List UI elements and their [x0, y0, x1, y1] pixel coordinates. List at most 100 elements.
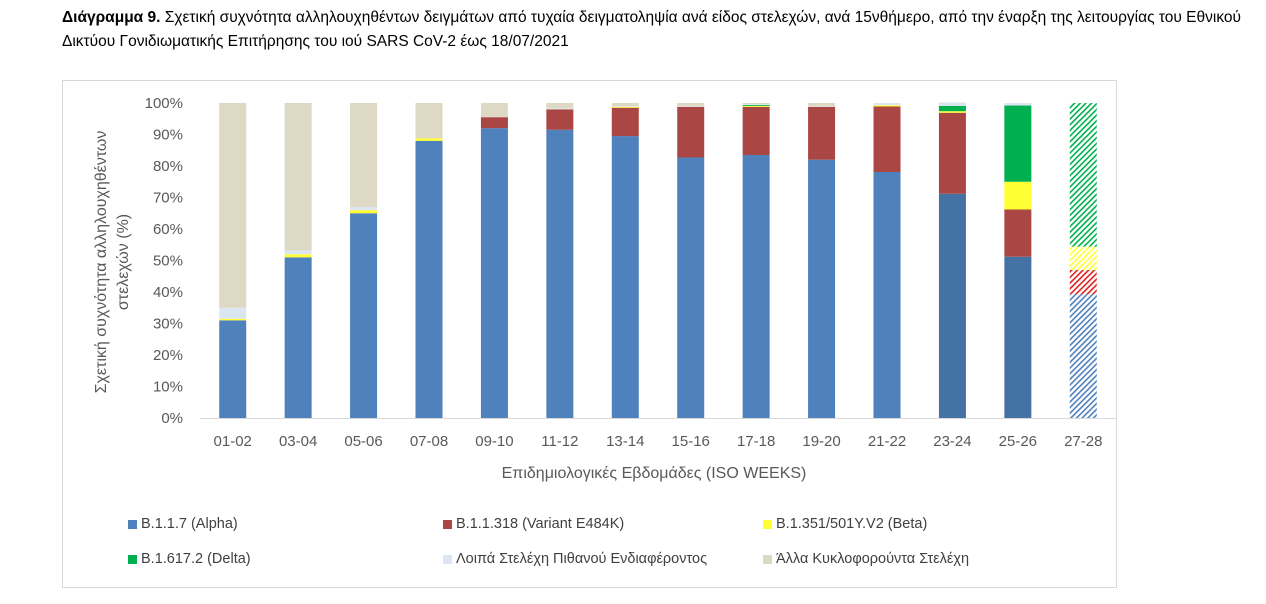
bar-segment	[873, 103, 901, 106]
y-tick-label: 40%	[153, 284, 183, 301]
y-tick-label: 60%	[153, 221, 183, 238]
x-tick-label: 03-04	[279, 433, 317, 450]
bar-segment	[284, 103, 312, 251]
chart-frame	[62, 80, 1117, 588]
bar-segment	[873, 106, 901, 172]
x-tick-label: 07-08	[410, 433, 448, 450]
x-tick-label: 23-24	[933, 433, 971, 450]
x-tick-label: 13-14	[606, 433, 644, 450]
x-tick-label: 21-22	[868, 433, 906, 450]
bar-segment	[1069, 294, 1097, 418]
x-tick-label: 09-10	[475, 433, 513, 450]
bar-segment	[284, 254, 312, 258]
legend-swatch	[443, 554, 452, 564]
bar-segment	[742, 105, 770, 107]
bar-segment	[284, 257, 312, 418]
bar-segment	[1069, 269, 1097, 295]
legend-label: B.1.1.7 (Alpha)	[141, 516, 238, 532]
y-tick-label: 90%	[153, 127, 183, 144]
x-tick-label: 27-28	[1064, 433, 1102, 450]
bar-segment	[808, 103, 836, 107]
legend-item: Άλλα Κυκλοφορούντα Στελέχη	[763, 551, 969, 567]
legend-swatch	[128, 554, 137, 564]
bar-segment	[480, 128, 508, 418]
bar-segment	[219, 103, 247, 308]
bar-segment	[1004, 209, 1032, 257]
bar-segment	[611, 107, 639, 137]
bar-segment	[611, 106, 639, 107]
title-text: Σχετική συχνότητα αλληλουχηθέντων δειγμά…	[62, 9, 1241, 50]
legend-item: B.1.1.7 (Alpha)	[128, 516, 238, 532]
bar-segment	[938, 193, 966, 418]
bar-segment	[742, 106, 770, 155]
x-tick-label: 17-18	[737, 433, 775, 450]
bar-segment	[415, 138, 443, 141]
bar-segment	[808, 106, 836, 107]
bar-segment	[938, 102, 966, 106]
bar-segment	[1069, 103, 1097, 247]
y-tick-label: 20%	[153, 347, 183, 364]
legend-swatch	[128, 519, 137, 529]
bar-segment	[350, 213, 378, 418]
y-axis-title: Σχετική συχνότητα αλληλουχηθέντων	[93, 131, 110, 394]
y-axis-title: στελεχών (%)	[115, 214, 132, 310]
bar-segment	[415, 140, 443, 419]
bar-segment	[677, 103, 705, 107]
bar-segment	[219, 320, 247, 418]
bar-segment	[611, 136, 639, 418]
y-tick-label: 50%	[153, 253, 183, 270]
bar-segment	[1069, 246, 1097, 270]
bar-segment	[611, 106, 639, 108]
legend-item: Λοιπά Στελέχη Πιθανού Ενδιαφέροντος	[443, 551, 707, 567]
bar-segment	[938, 105, 966, 112]
x-tick-label: 01-02	[214, 433, 252, 450]
bar-segment	[873, 171, 901, 418]
bar-segment	[742, 103, 770, 105]
legend-label: Άλλα Κυκλοφορούντα Στελέχη	[776, 551, 970, 567]
title-label: Διάγραμμα 9.	[62, 9, 161, 26]
bar-segment	[1004, 256, 1032, 418]
bar-segment	[742, 104, 770, 105]
x-tick-label: 15-16	[672, 433, 710, 450]
legend-label: B.1.1.318 (Variant E484K)	[456, 516, 625, 532]
legend-item: B.1.617.2 (Delta)	[128, 551, 251, 567]
y-tick-label: 70%	[153, 190, 183, 207]
bar-segment	[873, 105, 901, 107]
bar-segment	[742, 104, 770, 106]
bar-segment	[938, 111, 966, 113]
legend-label: Λοιπά Στελέχη Πιθανού Ενδιαφέροντος	[456, 551, 708, 567]
legend-label: B.1.351/501Y.V2 (Beta)	[776, 516, 928, 532]
x-tick-label: 19-20	[802, 433, 840, 450]
y-tick-label: 80%	[153, 158, 183, 175]
legend-label: B.1.617.2 (Delta)	[141, 551, 251, 567]
bar-segment	[677, 106, 705, 107]
bar-segment	[1004, 181, 1032, 210]
bar-segment	[546, 108, 574, 110]
legend-swatch	[443, 519, 452, 529]
legend-swatch	[763, 554, 772, 564]
bar-segment	[611, 103, 639, 107]
y-tick-label: 30%	[153, 316, 183, 333]
legend-item: B.1.1.318 (Variant E484K)	[443, 516, 624, 532]
bar-segment	[808, 159, 836, 418]
bar-segment	[480, 117, 508, 129]
bar-segment	[677, 157, 705, 418]
bar-segment	[284, 250, 312, 255]
y-tick-label: 10%	[153, 379, 183, 396]
chart-title: Διάγραμμα 9. Σχετική συχνότητα αλληλουχη…	[62, 6, 1252, 54]
bar-segment	[350, 206, 378, 211]
legend-item: B.1.351/501Y.V2 (Beta)	[763, 516, 927, 532]
bar-segment	[677, 106, 705, 158]
bar-segment	[546, 109, 574, 130]
x-tick-label: 05-06	[344, 433, 382, 450]
y-tick-label: 0%	[161, 410, 183, 427]
bar-segment	[415, 103, 443, 139]
bar-segment	[808, 106, 836, 160]
x-tick-label: 25-26	[999, 433, 1037, 450]
bar-segment	[219, 307, 247, 319]
bar-segment	[546, 129, 574, 418]
bar-segment	[350, 103, 378, 207]
bar-segment	[350, 210, 378, 214]
legend-swatch	[763, 519, 772, 529]
